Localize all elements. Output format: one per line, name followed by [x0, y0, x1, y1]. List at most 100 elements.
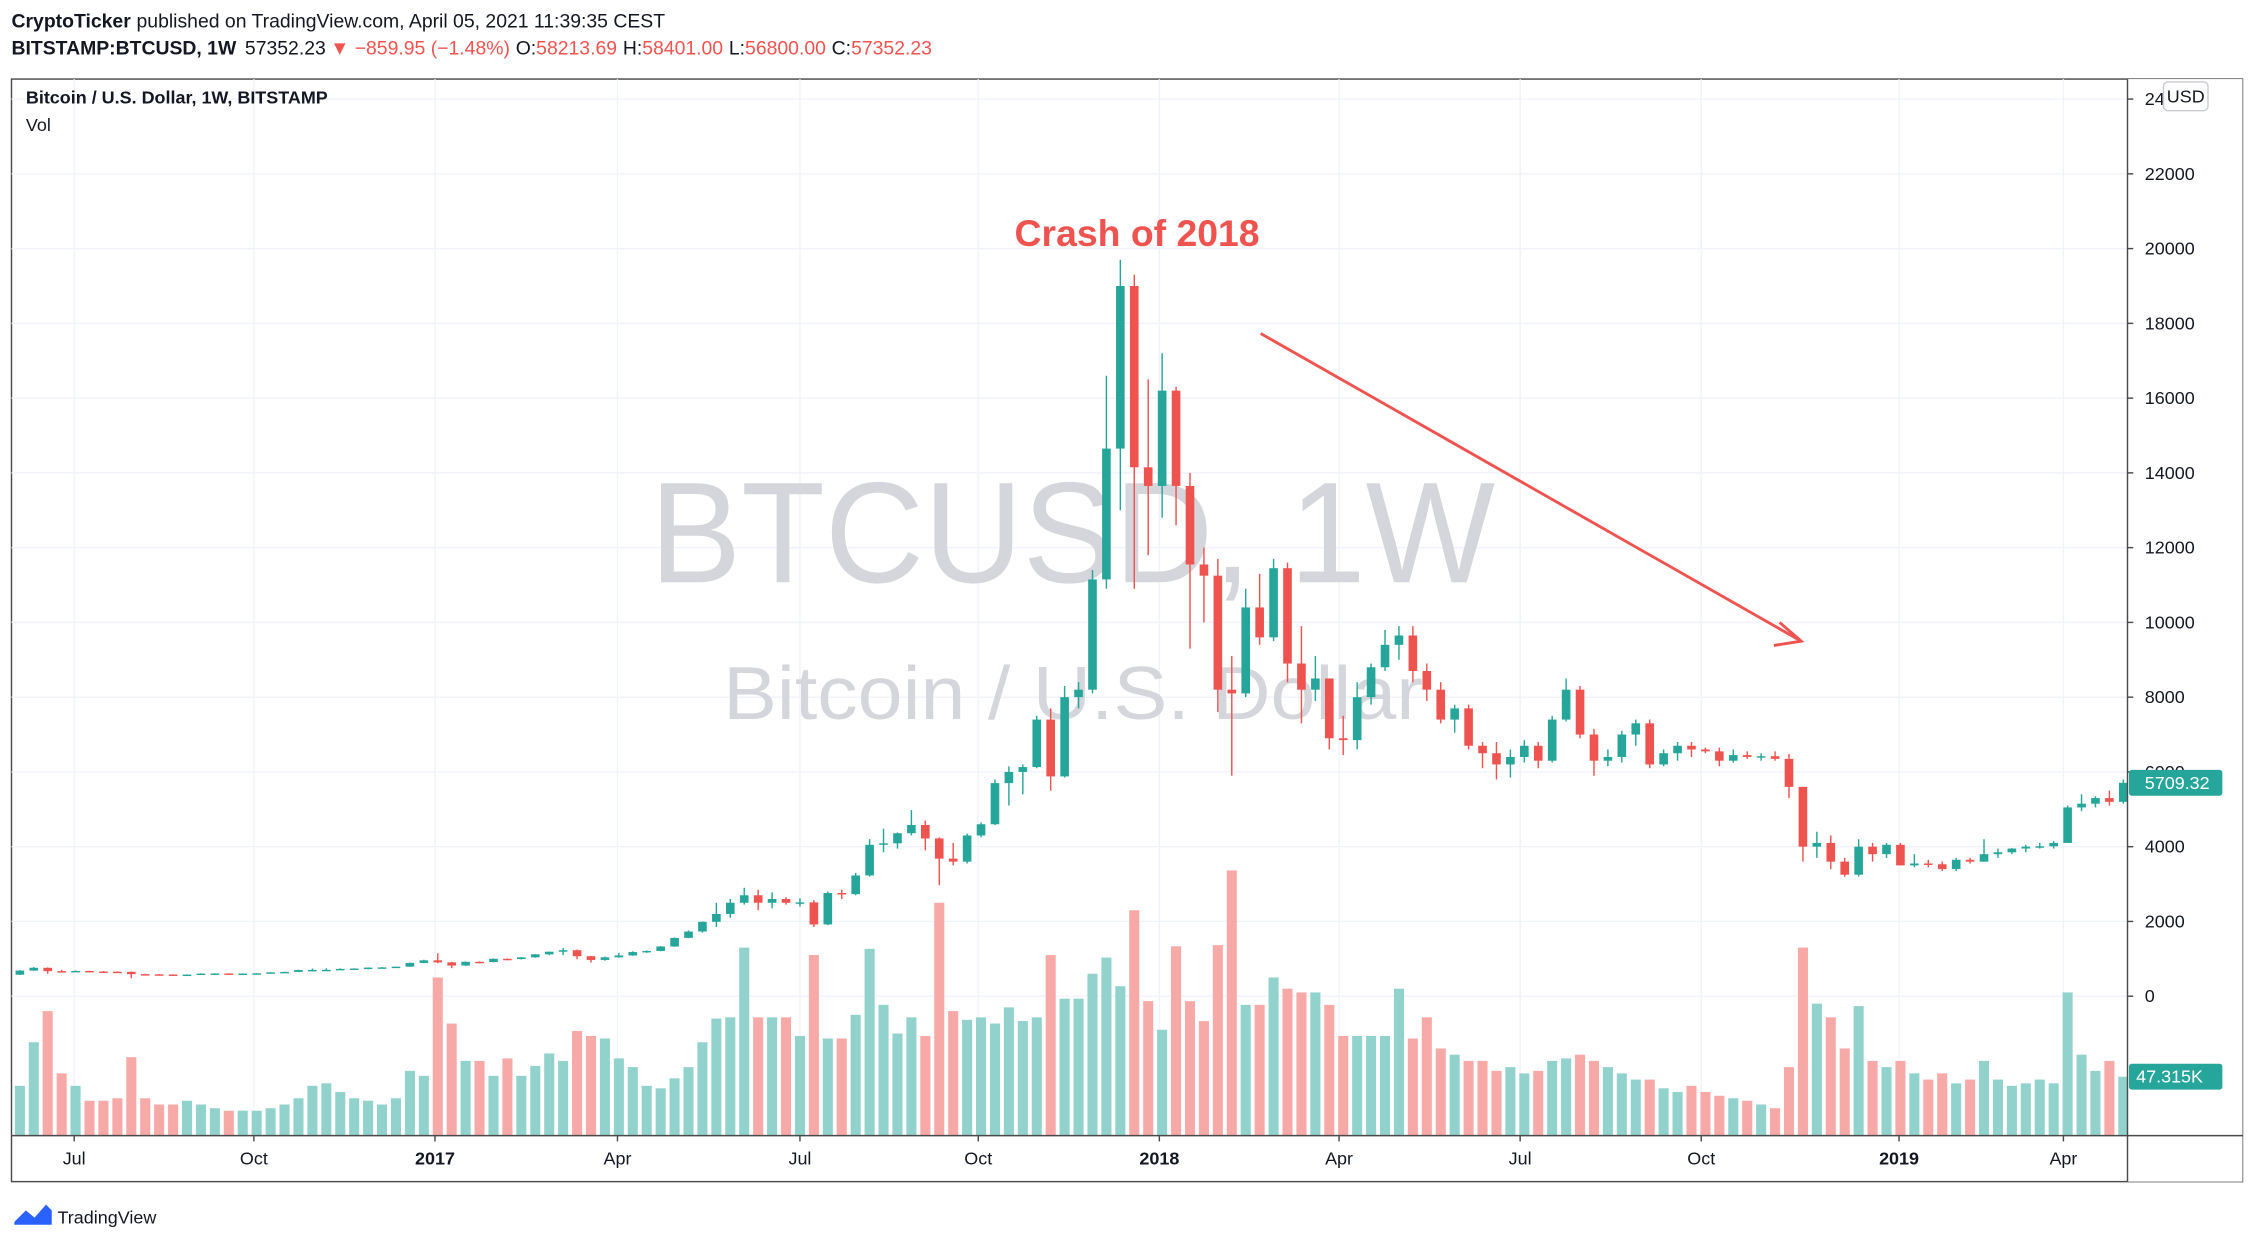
volume-bar — [1045, 955, 1056, 1136]
volume-bar — [349, 1098, 360, 1136]
candle-body — [294, 970, 303, 972]
volume-bar — [1366, 1036, 1377, 1136]
volume-bar — [42, 1011, 53, 1136]
candle-body — [530, 954, 540, 958]
candle-body — [57, 971, 66, 973]
trend-arrow — [1259, 332, 1805, 647]
candle-body — [725, 902, 735, 914]
x-tick-label: Oct — [1687, 1149, 1715, 1169]
watermark-symbol: BTCUSD, 1W — [650, 453, 1496, 613]
ohlc-value: 56800.00 — [745, 38, 826, 60]
volume-bar — [1031, 1017, 1042, 1136]
candle-body — [684, 931, 693, 938]
candle-body — [1617, 734, 1627, 757]
candle-body — [2091, 798, 2100, 804]
volume-bar — [697, 1042, 708, 1136]
currency-button[interactable] — [2162, 81, 2209, 112]
candle-body — [1589, 734, 1599, 761]
currency[interactable]: USD — [2167, 86, 2205, 106]
volume-bar — [530, 1065, 541, 1136]
volume-bar — [1978, 1060, 1990, 1136]
candle-body — [99, 971, 108, 973]
candles — [15, 259, 2128, 979]
volume-bar — [293, 1098, 304, 1136]
x-tick-label: Oct — [964, 1149, 992, 1169]
arrow-head — [1773, 621, 1805, 647]
volume-bar — [335, 1092, 346, 1136]
volume-bar — [2062, 992, 2073, 1136]
candle-body — [1742, 755, 1752, 757]
volume-bar — [613, 1058, 624, 1136]
volume-bar — [251, 1110, 262, 1136]
candle-body — [2063, 807, 2072, 843]
volume-bar — [1310, 992, 1321, 1136]
candle-body — [1673, 745, 1682, 754]
candle-body — [126, 971, 136, 975]
volume-bar — [1616, 1073, 1627, 1136]
candle-body — [879, 843, 888, 845]
volume-bar — [669, 1078, 680, 1136]
volume-bar — [725, 1017, 736, 1136]
candle-body — [767, 899, 777, 903]
candle-body — [405, 962, 415, 967]
volume-bar — [307, 1085, 318, 1136]
volume-bar — [599, 1038, 610, 1136]
brand-logo — [14, 1204, 52, 1225]
x-tick-label: 2019 — [1879, 1149, 1919, 1169]
volume-bar — [1143, 1001, 1154, 1136]
price: 57352.23 — [245, 38, 326, 60]
candle-body — [544, 951, 554, 955]
candle-body — [1185, 485, 1195, 565]
candle-body — [851, 875, 860, 895]
volume-bar — [56, 1073, 67, 1136]
candle-body — [419, 960, 429, 963]
volume-bar — [140, 1098, 151, 1136]
volume-bar — [1909, 1073, 1920, 1136]
candle-body — [1297, 663, 1306, 690]
candle-body — [1826, 842, 1836, 862]
x-tick-label: Oct — [240, 1149, 268, 1169]
candle-body — [976, 824, 986, 836]
ohlc-value: 57352.23 — [851, 38, 932, 60]
candle-body — [1408, 635, 1418, 671]
symbol: BITSTAMP:BTCUSD, 1W — [12, 38, 237, 60]
watermark-description: Bitcoin / U.S. Dollar — [723, 651, 1423, 735]
candle-body — [1506, 756, 1515, 765]
candle-body — [1492, 753, 1501, 765]
candle-body — [600, 957, 610, 960]
candle-body — [712, 913, 721, 922]
volume-bar — [572, 1031, 583, 1136]
grid — [11, 79, 2128, 1136]
axes: 0200040006000800010000120001400016000180… — [63, 89, 2223, 1169]
volume-bar — [181, 1100, 193, 1136]
volume-bar — [822, 1038, 833, 1136]
volume-bar — [1296, 992, 1307, 1136]
candle-body — [308, 969, 317, 972]
volume-bar — [1630, 1079, 1641, 1136]
volume-bar — [321, 1083, 332, 1136]
volume-bar — [892, 1033, 903, 1136]
volume-bar — [1129, 910, 1140, 1136]
volume-bar — [683, 1067, 694, 1136]
volume-bar — [1658, 1088, 1669, 1136]
candle-body — [1283, 568, 1292, 664]
candle-body — [15, 970, 25, 975]
volume-bar — [1268, 977, 1279, 1136]
candle-body — [1102, 448, 1111, 580]
volume-bar — [209, 1108, 220, 1136]
x-tick-label: Jul — [788, 1149, 811, 1169]
volume-bar — [1240, 1004, 1251, 1136]
candle-body — [1157, 390, 1167, 486]
candle-body — [280, 971, 289, 974]
volume-bar — [1672, 1092, 1683, 1136]
volume-bar — [390, 1098, 402, 1136]
volume-bar — [1198, 1021, 1209, 1136]
volume-bar — [98, 1100, 109, 1136]
published: published on TradingView.com, April 05, … — [137, 10, 666, 32]
candle-body — [1324, 678, 1334, 739]
ohlc-label: L: — [729, 38, 745, 60]
brand-name: TradingView — [58, 1208, 158, 1228]
volume-bar — [1686, 1085, 1697, 1136]
candle-body — [1910, 863, 1919, 866]
candle-body — [1060, 697, 1069, 777]
